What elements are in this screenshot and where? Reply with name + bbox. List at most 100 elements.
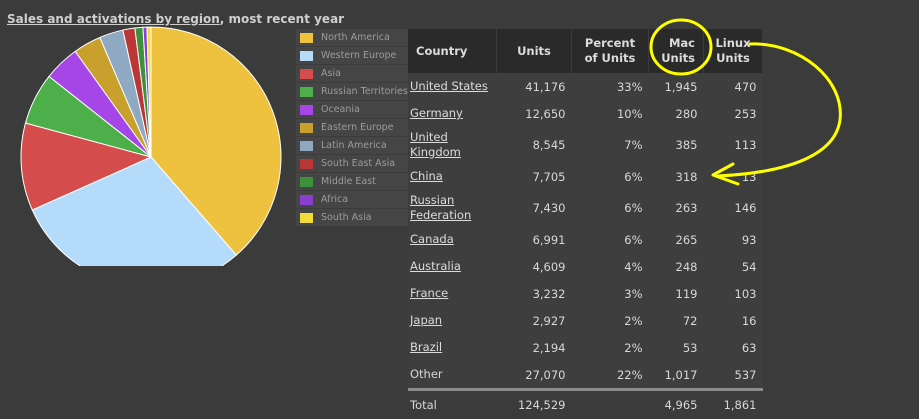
- legend-label: Eastern Europe: [321, 122, 394, 133]
- legend-item[interactable]: Africa: [296, 191, 408, 208]
- percent-cell: 6%: [572, 163, 649, 190]
- country-link[interactable]: Russian Federation: [410, 193, 471, 222]
- legend-label: Latin America: [321, 140, 387, 151]
- legend-item[interactable]: Russian Territories: [296, 83, 408, 100]
- mac-cell: 265: [649, 226, 704, 253]
- legend-swatch: [300, 213, 313, 223]
- total-mac: 4,965: [649, 390, 704, 419]
- mac-cell: 72: [649, 307, 704, 334]
- units-cell: 2,927: [497, 307, 572, 334]
- percent-cell: 6%: [572, 226, 649, 253]
- country-link[interactable]: Australia: [410, 259, 461, 273]
- legend-swatch: [300, 87, 313, 97]
- legend-label: South Asia: [321, 212, 372, 223]
- legend-label: Middle East: [321, 176, 376, 187]
- mac-cell: 53: [649, 334, 704, 361]
- legend-item[interactable]: Latin America: [296, 137, 408, 154]
- country-link[interactable]: Germany: [410, 106, 463, 120]
- units-cell: 6,991: [497, 226, 572, 253]
- linux-cell: 63: [704, 334, 763, 361]
- country-link[interactable]: Brazil: [410, 340, 442, 354]
- country-link[interactable]: United Kingdom: [410, 130, 461, 159]
- linux-cell: 103: [704, 280, 763, 307]
- units-cell: 27,070: [497, 361, 572, 390]
- percent-cell: 7%: [572, 127, 649, 163]
- legend-swatch: [300, 105, 313, 115]
- units-cell: 12,650: [497, 100, 572, 127]
- legend-item[interactable]: Oceania: [296, 101, 408, 118]
- linux-cell: 537: [704, 361, 763, 390]
- units-cell: 8,545: [497, 127, 572, 163]
- legend-label: Russian Territories: [321, 86, 408, 97]
- country-link[interactable]: Canada: [410, 232, 454, 246]
- total-linux: 1,861: [704, 390, 763, 419]
- header-country: Country: [408, 29, 497, 73]
- units-cell: 7,705: [497, 163, 572, 190]
- country-link[interactable]: United States: [410, 79, 488, 93]
- legend-label: Asia: [321, 68, 341, 79]
- header-percent-label: Percent of Units: [585, 36, 636, 65]
- legend-item[interactable]: Asia: [296, 65, 408, 82]
- legend-label: Western Europe: [321, 50, 396, 61]
- units-cell: 2,194: [497, 334, 572, 361]
- mac-cell: 318: [649, 163, 704, 190]
- country-cell: China: [408, 163, 497, 190]
- legend-item[interactable]: South East Asia: [296, 155, 408, 172]
- country-cell: France: [408, 280, 497, 307]
- country-cell: Australia: [408, 253, 497, 280]
- legend-item[interactable]: North America: [296, 29, 408, 46]
- country-cell: Japan: [408, 307, 497, 334]
- country-link[interactable]: France: [410, 286, 448, 300]
- percent-cell: 33%: [572, 73, 649, 100]
- legend-swatch: [300, 51, 313, 61]
- legend-label: Oceania: [321, 104, 360, 115]
- country-link[interactable]: Japan: [410, 313, 442, 327]
- total-percent: [572, 390, 649, 419]
- table-header-row: Country Units Percent of Units Mac Units…: [408, 29, 763, 73]
- legend-swatch: [300, 33, 313, 43]
- legend-item[interactable]: South Asia: [296, 209, 408, 226]
- pie-chart: [0, 26, 290, 266]
- mac-cell: 248: [649, 253, 704, 280]
- legend-item[interactable]: Middle East: [296, 173, 408, 190]
- percent-cell: 3%: [572, 280, 649, 307]
- units-cell: 7,430: [497, 190, 572, 226]
- legend-swatch: [300, 123, 313, 133]
- percent-cell: 22%: [572, 361, 649, 390]
- linux-cell: 16: [704, 307, 763, 334]
- legend-item[interactable]: Eastern Europe: [296, 119, 408, 136]
- country-cell: United States: [408, 73, 497, 100]
- legend-swatch: [300, 69, 313, 79]
- legend-swatch: [300, 195, 313, 205]
- legend: North America Western Europe Asia Russian T…: [296, 29, 408, 227]
- mac-cell: 1,945: [649, 73, 704, 100]
- legend-label: South East Asia: [321, 158, 395, 169]
- country-cell: Other: [408, 361, 497, 390]
- chart-title-link[interactable]: Sales and activations by region: [7, 12, 220, 26]
- chart-title-suffix: , most recent year: [220, 12, 344, 26]
- header-mac: Mac Units: [649, 29, 704, 73]
- linux-cell: 113: [704, 127, 763, 163]
- country-link[interactable]: China: [410, 169, 443, 183]
- country-cell: Russian Federation: [408, 190, 497, 226]
- mac-cell: 1,017: [649, 361, 704, 390]
- mac-cell: 280: [649, 100, 704, 127]
- linux-cell: 470: [704, 73, 763, 100]
- units-cell: 4,609: [497, 253, 572, 280]
- mac-cell: 119: [649, 280, 704, 307]
- chart-title: Sales and activations by region, most re…: [7, 12, 344, 26]
- legend-item[interactable]: Western Europe: [296, 47, 408, 64]
- total-units: 124,529: [497, 390, 572, 419]
- legend-label: North America: [321, 32, 390, 43]
- linux-cell: 253: [704, 100, 763, 127]
- mac-cell: 385: [649, 127, 704, 163]
